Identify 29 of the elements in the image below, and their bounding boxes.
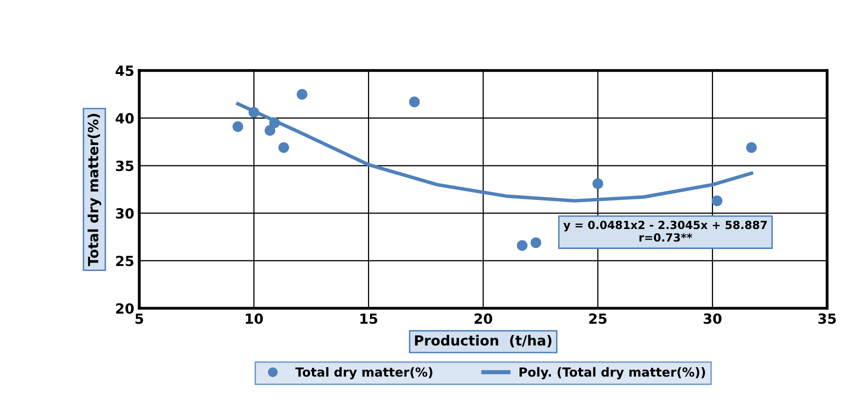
x-tick-label: 15 <box>360 314 378 324</box>
x-tick-label: 10 <box>246 313 263 324</box>
legend-label: Poly. (Total dry matter(%)) <box>520 367 706 380</box>
point <box>232 121 244 132</box>
x-tick-label: 5 <box>136 314 144 324</box>
point <box>530 237 542 248</box>
legend-label: Total dry matter(%) <box>295 367 432 380</box>
point <box>746 142 757 153</box>
point <box>712 195 722 206</box>
x-axis-title: Production (t/ha) <box>415 334 552 348</box>
y-tick-label: 25 <box>116 256 134 266</box>
point <box>409 96 420 108</box>
y-tick-label: 20 <box>116 303 134 314</box>
x-tick-label: 20 <box>474 313 492 324</box>
y-tick-label: 30 <box>116 208 134 219</box>
line-series <box>236 102 754 203</box>
y-tick-label: 45 <box>116 66 134 76</box>
y-tick-label: 35 <box>116 160 134 172</box>
y-axis-title: Total dry matter(%) <box>88 114 102 266</box>
x-tick-label: 30 <box>704 313 722 324</box>
x-tick-label: 35 <box>818 313 836 324</box>
point <box>516 240 528 251</box>
point <box>278 142 290 153</box>
annotation: y = 0.0481x2 - 2.3045x + 58.887 r=0.73** <box>563 220 767 242</box>
point <box>264 125 276 136</box>
point <box>296 88 308 100</box>
point <box>592 178 604 190</box>
y-tick-label: 40 <box>116 113 134 124</box>
x-tick-label: 25 <box>589 313 607 324</box>
